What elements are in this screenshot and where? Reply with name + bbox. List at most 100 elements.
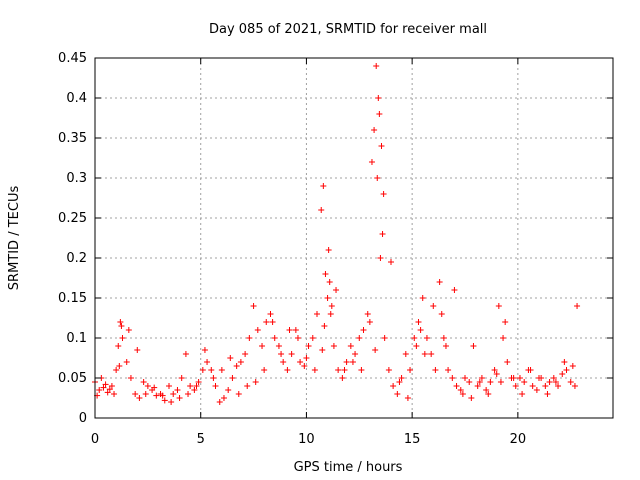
data-point: [275, 343, 282, 349]
data-point: [286, 327, 293, 333]
data-point: [495, 303, 502, 309]
data-point: [269, 319, 276, 325]
data-point: [208, 367, 215, 373]
tick-labels: 0 0.05 0.1 0.15 0.2 0.25 0.3 0.35 0.4 0.45 0 5 10 15 2…: [58, 51, 526, 447]
data-point: [201, 347, 208, 353]
data-point: [478, 375, 485, 381]
data-point: [571, 383, 578, 389]
data-point: [415, 319, 422, 325]
data-point: [466, 379, 473, 385]
data-point: [193, 383, 200, 389]
data-point: [250, 303, 257, 309]
data-point: [261, 367, 268, 373]
data-point: [442, 343, 449, 349]
data-point: [113, 367, 120, 373]
data-point: [563, 367, 570, 373]
data-point: [159, 392, 166, 399]
data-point: [502, 319, 509, 325]
data-point: [451, 287, 458, 293]
data-point: [116, 363, 123, 369]
data-point: [195, 379, 202, 385]
y-tick-label: 0.2: [66, 251, 87, 266]
data-point: [423, 335, 430, 341]
data-point: [168, 399, 175, 405]
data-point: [305, 343, 312, 349]
data-point: [561, 359, 568, 365]
data-point: [102, 381, 109, 388]
data-point: [542, 383, 549, 389]
data-point: [267, 311, 274, 317]
data-point: [510, 375, 517, 381]
x-tick-label: 5: [197, 432, 205, 447]
data-point: [468, 395, 475, 401]
y-tick-label: 0: [79, 411, 87, 426]
data-point: [375, 95, 382, 101]
data-point: [449, 375, 456, 381]
data-point: [527, 367, 534, 373]
data-point: [301, 363, 308, 369]
data-point: [100, 384, 107, 391]
data-point: [235, 391, 242, 397]
data-point: [374, 175, 381, 181]
data-point: [151, 384, 158, 391]
data-point: [111, 391, 118, 397]
data-point: [343, 359, 350, 365]
data-point: [322, 271, 329, 277]
data-point: [436, 279, 443, 285]
data-point: [263, 319, 270, 325]
data-point: [204, 359, 211, 365]
data-point: [176, 395, 183, 401]
data-point: [318, 207, 325, 213]
y-tick-label: 0.05: [58, 371, 87, 386]
data-point: [216, 399, 223, 405]
data-point: [321, 323, 328, 329]
data-point: [242, 351, 249, 357]
data-point: [280, 359, 287, 365]
data-point: [358, 367, 365, 373]
data-point: [166, 383, 172, 389]
data-point: [125, 327, 132, 333]
data-point: [132, 391, 139, 397]
data-point: [212, 383, 219, 389]
data-point: [278, 351, 285, 357]
data-point: [314, 311, 320, 317]
data-point: [491, 367, 498, 373]
y-tick-label: 0.15: [58, 291, 87, 306]
data-point: [325, 247, 332, 253]
data-point: [225, 387, 232, 393]
x-tick-label: 15: [404, 432, 421, 447]
data-point: [288, 351, 295, 357]
grid-lines: [95, 58, 613, 418]
chart-title: Day 085 of 2021, SRMTID for receiver mal…: [209, 22, 487, 37]
data-point: [178, 375, 185, 381]
data-point: [319, 347, 326, 353]
data-point: [327, 311, 334, 317]
data-point: [199, 367, 206, 373]
data-point: [352, 351, 359, 357]
data-point: [324, 295, 331, 301]
data-point: [372, 347, 379, 353]
data-point: [96, 387, 103, 393]
data-point: [144, 383, 151, 389]
data-point: [297, 359, 304, 365]
data-point: [421, 351, 428, 357]
data-point: [453, 383, 460, 389]
y-tick-label: 0.35: [58, 131, 87, 146]
data-point: [244, 383, 251, 389]
data-point: [398, 375, 405, 381]
data-point: [210, 375, 217, 381]
data-point: [311, 367, 318, 373]
data-point: [552, 379, 559, 385]
axis-ticks: [94, 57, 613, 419]
data-point: [339, 375, 346, 381]
data-point: [292, 327, 299, 333]
data-point: [218, 367, 225, 373]
data-point: [379, 231, 386, 237]
data-point: [483, 387, 490, 393]
data-point: [533, 387, 540, 393]
data-point: [142, 391, 149, 397]
data-point: [271, 335, 278, 341]
data-point: [445, 367, 452, 373]
data-point: [470, 343, 477, 349]
data-point: [546, 379, 553, 385]
